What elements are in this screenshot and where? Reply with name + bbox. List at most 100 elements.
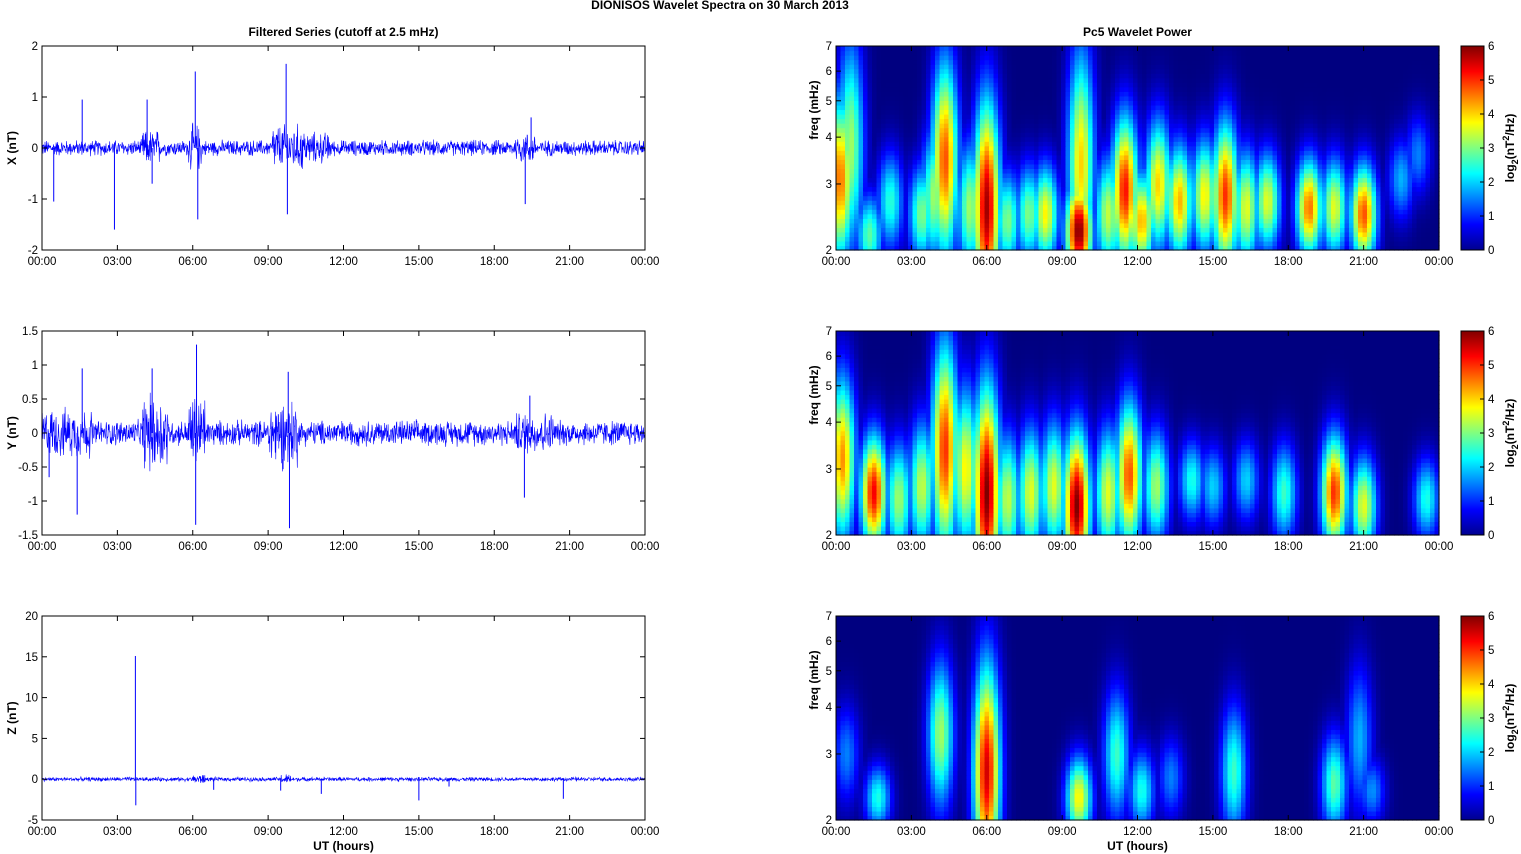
heatmap-cell xyxy=(1349,218,1355,224)
heatmap-cell xyxy=(1182,159,1188,165)
heatmap-cell xyxy=(1124,127,1130,133)
heatmap-cell xyxy=(926,109,932,115)
heatmap-cell xyxy=(1331,104,1337,111)
heatmap-cell xyxy=(1232,109,1238,115)
heatmap-cell xyxy=(1389,168,1395,174)
heatmap-cell xyxy=(1088,240,1094,247)
heatmap-cell xyxy=(1313,86,1319,92)
heatmap-cell xyxy=(944,231,950,237)
heatmap-cell xyxy=(975,231,981,237)
heatmap-cell xyxy=(1394,150,1400,156)
heatmap-cell xyxy=(1317,213,1323,219)
heatmap-cell xyxy=(1434,168,1440,174)
heatmap-cell xyxy=(867,86,873,92)
heatmap-cell xyxy=(881,245,887,251)
heatmap-cell xyxy=(935,100,941,106)
heatmap-cell xyxy=(1128,145,1134,151)
heatmap-cell xyxy=(1241,109,1247,115)
heatmap-cell xyxy=(1115,127,1121,133)
heatmap-cell xyxy=(1083,145,1089,151)
heatmap-cell xyxy=(935,123,941,129)
heatmap-cell xyxy=(912,163,918,169)
heatmap-cell xyxy=(1272,182,1278,188)
heatmap-cell xyxy=(1421,200,1427,206)
heatmap-cell xyxy=(1353,123,1359,129)
heatmap-cell xyxy=(908,114,914,120)
heatmap-cell xyxy=(1344,218,1350,224)
heatmap-cell xyxy=(1259,218,1265,224)
heatmap-cell xyxy=(1331,200,1337,206)
heatmap-cell xyxy=(1020,132,1026,138)
heatmap-cell xyxy=(903,145,909,151)
heatmap-cell xyxy=(1020,231,1026,237)
heatmap-cell xyxy=(962,123,968,129)
heatmap-cell xyxy=(1254,240,1260,247)
heatmap-cell xyxy=(998,104,1004,111)
heatmap-cell xyxy=(1101,145,1107,151)
heatmap-cell xyxy=(1092,222,1098,228)
heatmap-cell xyxy=(930,95,936,101)
heatmap-cell xyxy=(1025,109,1031,115)
heatmap-cell xyxy=(1065,141,1071,147)
heatmap-cell xyxy=(1092,118,1098,124)
heatmap-cell xyxy=(1074,91,1080,97)
heatmap-cell xyxy=(935,127,941,133)
heatmap-cell xyxy=(1187,145,1193,151)
heatmap-cell xyxy=(1430,195,1436,201)
heatmap-cell xyxy=(1308,168,1314,174)
heatmap-cell xyxy=(899,204,905,210)
heatmap-cell xyxy=(1047,245,1053,251)
heatmap-cell xyxy=(966,236,972,242)
heatmap-cell xyxy=(1029,114,1035,120)
heatmap-cell xyxy=(1043,168,1049,174)
heatmap-cell xyxy=(984,227,990,233)
heatmap-cell xyxy=(1367,86,1373,92)
heatmap-cell xyxy=(1115,91,1121,97)
heatmap-cell xyxy=(1034,195,1040,201)
heatmap-cell xyxy=(1007,127,1013,133)
heatmap-cell xyxy=(1092,236,1098,242)
heatmap-cell xyxy=(1187,168,1193,174)
heatmap-cell xyxy=(1281,177,1287,183)
heatmap-cell xyxy=(1227,236,1233,242)
heatmap-cell xyxy=(1254,104,1260,111)
heatmap-cell xyxy=(1254,159,1260,165)
heatmap-cell xyxy=(890,186,896,192)
heatmap-cell xyxy=(890,123,896,129)
heatmap-cell xyxy=(1218,168,1224,174)
heatmap-cell xyxy=(1178,163,1184,169)
heatmap-cell xyxy=(1187,245,1193,251)
heatmap-cell xyxy=(935,195,941,201)
heatmap-cell xyxy=(1209,168,1215,174)
heatmap-cell xyxy=(966,91,972,97)
heatmap-cell xyxy=(993,218,999,224)
heatmap-cell xyxy=(1065,104,1071,111)
heatmap-cell xyxy=(872,118,878,124)
heatmap-cell xyxy=(1380,114,1386,120)
heatmap-cell xyxy=(957,150,963,156)
heatmap-cell xyxy=(1286,123,1292,129)
heatmap-cell xyxy=(1047,200,1053,206)
heatmap-cell xyxy=(984,145,990,151)
heatmap-cell xyxy=(1362,86,1368,92)
heatmap-cell xyxy=(1322,186,1328,192)
heatmap-cell xyxy=(1371,154,1377,160)
heatmap-cell xyxy=(1052,177,1058,183)
heatmap-cell xyxy=(1065,114,1071,120)
heatmap-cell xyxy=(998,195,1004,201)
heatmap-cell xyxy=(881,100,887,106)
heatmap-cell xyxy=(1380,222,1386,228)
heatmap-cell xyxy=(1434,200,1440,206)
heatmap-cell xyxy=(1241,182,1247,188)
heatmap-cell xyxy=(1187,204,1193,210)
heatmap-cell xyxy=(1407,227,1413,233)
heatmap-cell xyxy=(1106,222,1112,228)
heatmap-cell xyxy=(1223,95,1229,101)
heatmap-cell xyxy=(1025,168,1031,174)
heatmap-cell xyxy=(1052,114,1058,120)
heatmap-cell xyxy=(1043,231,1049,237)
heatmap-cell xyxy=(1385,204,1391,210)
heatmap-cell xyxy=(1277,95,1283,101)
heatmap-cell xyxy=(1295,104,1301,111)
heatmap-cell xyxy=(1286,240,1292,247)
